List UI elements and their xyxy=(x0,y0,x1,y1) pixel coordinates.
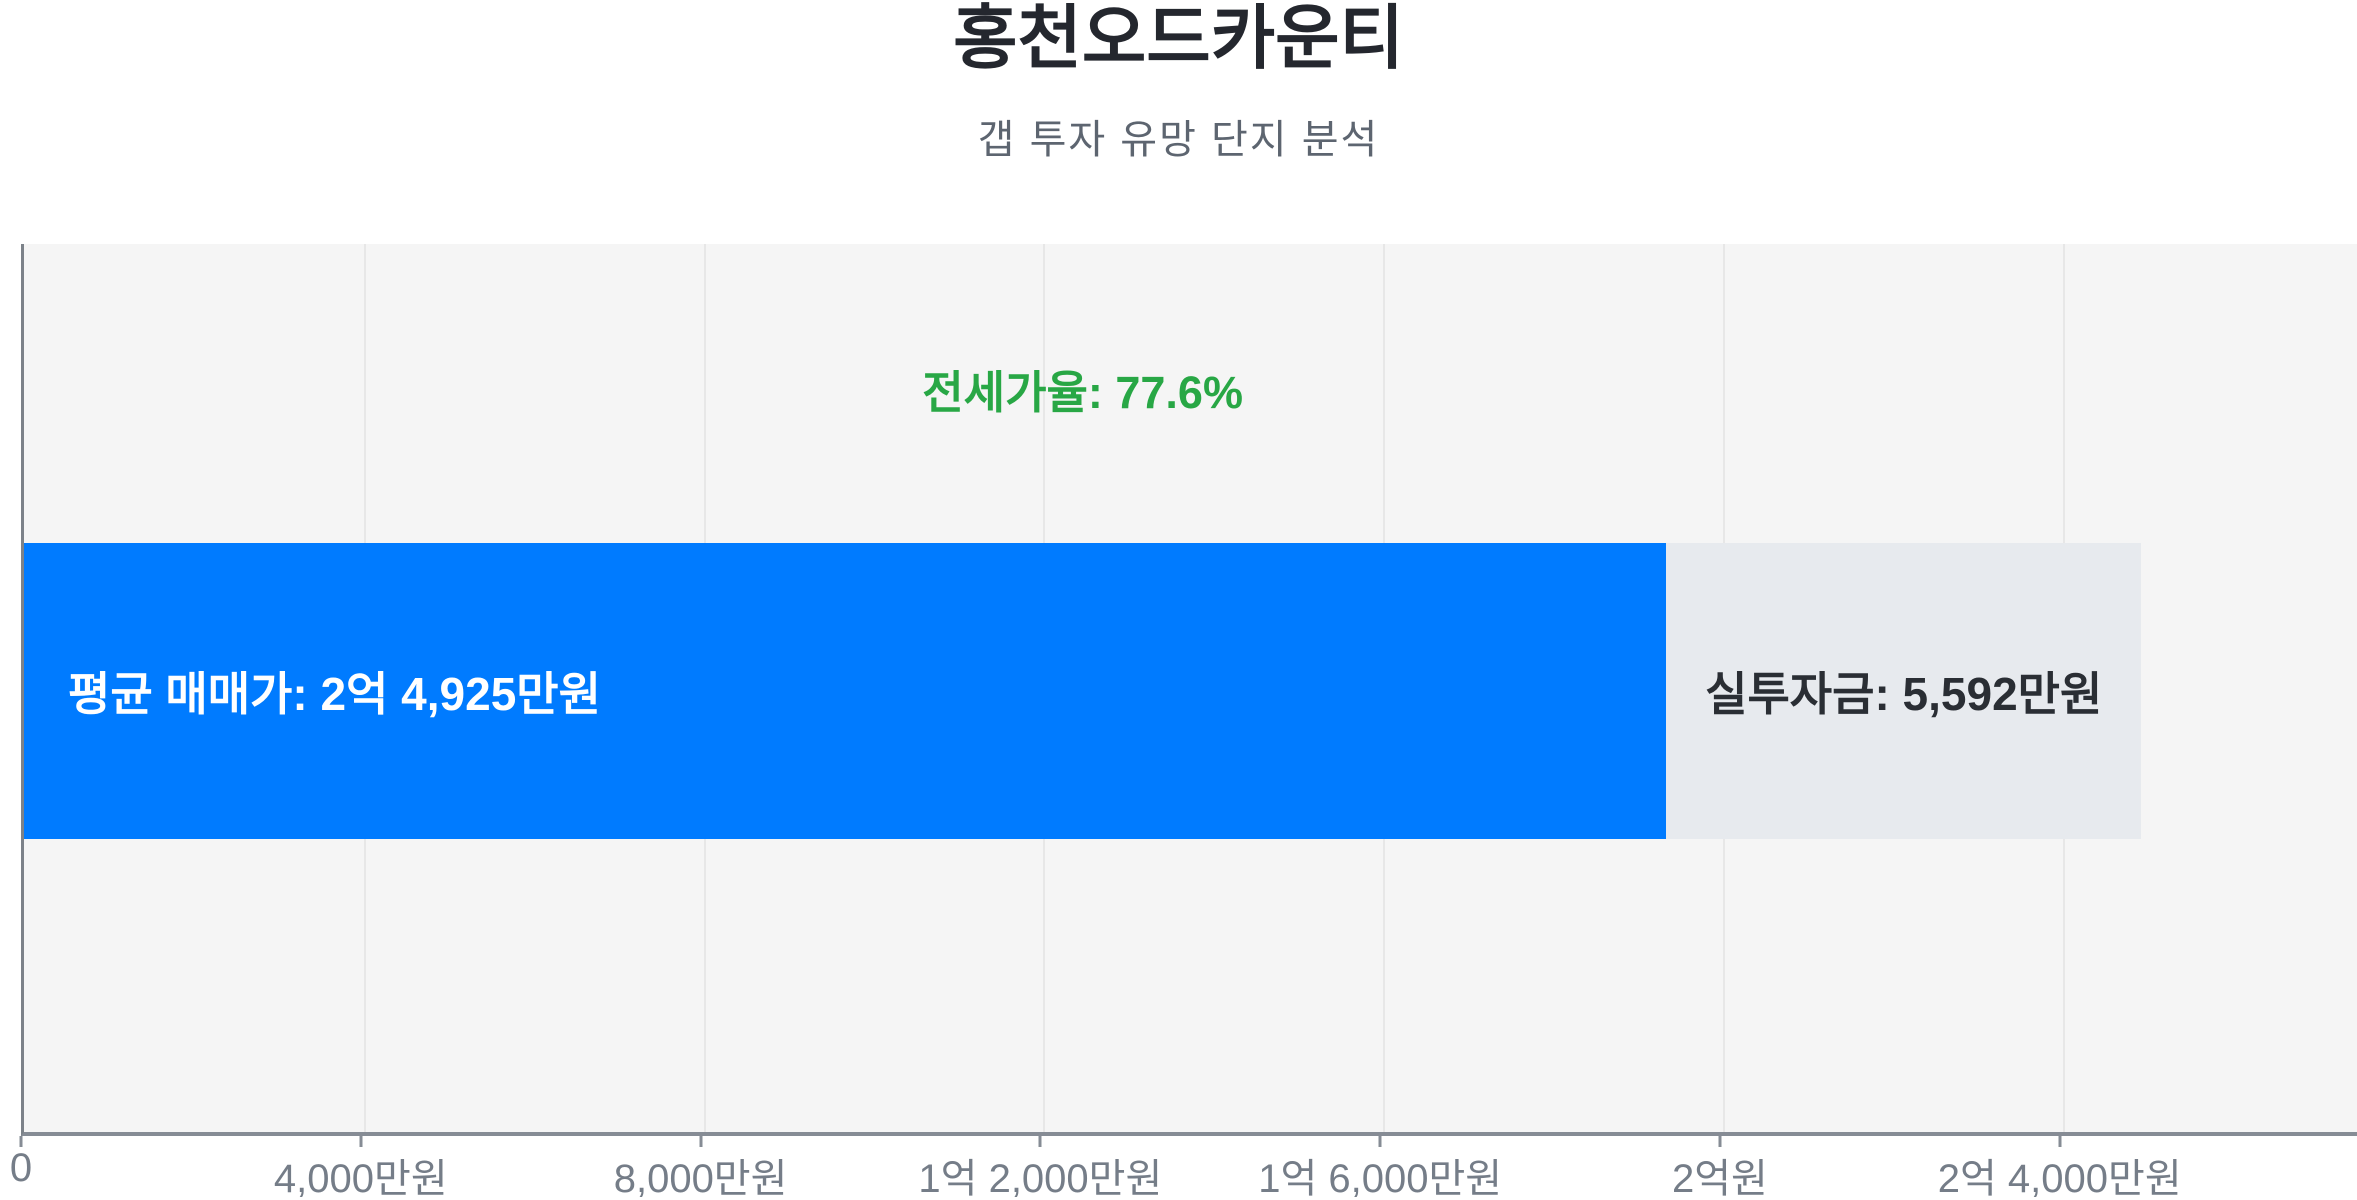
x-tick-label: 1억 2,000만원 xyxy=(918,1157,1163,1200)
plot-area: 전세가율: 77.6% 평균 매매가: 2억 4,925만원 실투자금: 5,5… xyxy=(21,244,2357,1136)
x-tick-label: 2억 4,000만원 xyxy=(1937,1157,2182,1200)
sale-price-bar-segment: 평균 매매가: 2억 4,925만원 xyxy=(24,543,1667,839)
x-tick-label: 1억 6,000만원 xyxy=(1258,1157,1503,1200)
x-tick-mark xyxy=(699,1136,703,1147)
investment-gap-bar-segment: 실투자금: 5,592만원 xyxy=(1666,543,2142,839)
x-tick-mark xyxy=(1378,1136,1382,1147)
chart-title: 홍천오드카운티 xyxy=(953,0,1404,77)
chart-subtitle: 갭 투자 유망 단지 분석 xyxy=(977,118,1380,162)
x-tick-mark xyxy=(2058,1136,2062,1147)
bar-track: 평균 매매가: 2억 4,925만원 실투자금: 5,592만원 xyxy=(24,543,2357,839)
sale-price-label: 평균 매매가: 2억 4,925만원 xyxy=(68,668,601,720)
x-axis-labels: 0 4,000만원 8,000만원 1억 2,000만원 1억 6,000만원 2억원 2억… xyxy=(10,1146,2357,1200)
x-axis-ticks xyxy=(19,1136,2357,1148)
x-tick-label: 0 xyxy=(9,1146,33,1190)
investment-gap-label: 실투자금: 5,592만원 xyxy=(1705,668,2103,720)
x-tick-mark xyxy=(1038,1136,1042,1147)
x-tick-mark xyxy=(359,1136,363,1147)
x-tick-mark xyxy=(19,1136,23,1147)
x-tick-mark xyxy=(1718,1136,1722,1147)
x-tick-label: 8,000만원 xyxy=(613,1157,788,1200)
jeonse-ratio-annotation: 전세가율: 77.6% xyxy=(922,367,1243,418)
x-tick-label: 2억원 xyxy=(1671,1157,1768,1200)
x-tick-label: 4,000만원 xyxy=(273,1157,448,1200)
